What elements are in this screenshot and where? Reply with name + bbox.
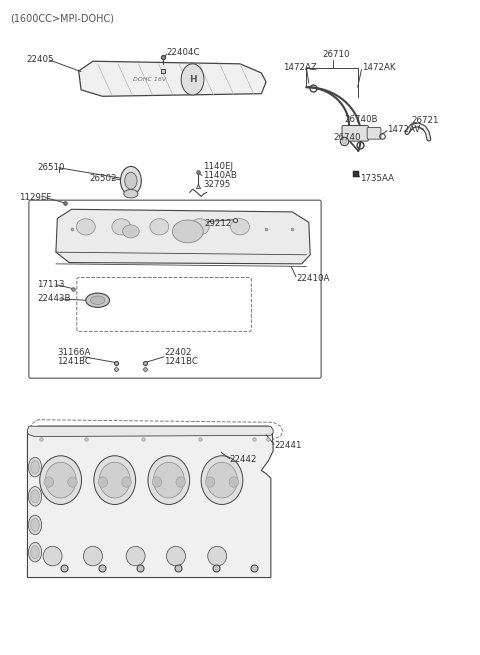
Text: 32795: 32795 bbox=[203, 180, 230, 189]
Ellipse shape bbox=[148, 456, 190, 504]
Ellipse shape bbox=[44, 477, 54, 487]
Ellipse shape bbox=[31, 546, 39, 559]
Ellipse shape bbox=[230, 219, 250, 235]
Ellipse shape bbox=[40, 456, 82, 504]
Ellipse shape bbox=[28, 487, 42, 506]
Ellipse shape bbox=[154, 462, 184, 498]
Circle shape bbox=[125, 172, 137, 189]
Ellipse shape bbox=[31, 490, 39, 503]
Text: 1241BC: 1241BC bbox=[164, 357, 198, 365]
Ellipse shape bbox=[91, 296, 105, 305]
Text: H: H bbox=[189, 75, 196, 84]
Ellipse shape bbox=[31, 460, 39, 474]
Text: 1472AK: 1472AK bbox=[362, 64, 396, 72]
Ellipse shape bbox=[31, 519, 39, 531]
Ellipse shape bbox=[190, 219, 209, 235]
Ellipse shape bbox=[176, 477, 185, 487]
Ellipse shape bbox=[124, 189, 138, 198]
Text: 26740: 26740 bbox=[333, 133, 360, 141]
Text: 29212: 29212 bbox=[204, 219, 232, 228]
Ellipse shape bbox=[99, 462, 130, 498]
Ellipse shape bbox=[68, 477, 77, 487]
Ellipse shape bbox=[43, 546, 62, 566]
Ellipse shape bbox=[167, 546, 185, 566]
Text: 22443B: 22443B bbox=[37, 295, 71, 303]
Ellipse shape bbox=[94, 456, 136, 504]
Ellipse shape bbox=[150, 219, 169, 235]
Polygon shape bbox=[27, 426, 273, 437]
Ellipse shape bbox=[86, 293, 109, 307]
Text: 1735AA: 1735AA bbox=[360, 174, 394, 183]
Ellipse shape bbox=[229, 477, 239, 487]
Text: (1600CC>MPI-DOHC): (1600CC>MPI-DOHC) bbox=[10, 13, 114, 24]
Text: 22442: 22442 bbox=[229, 455, 257, 464]
Ellipse shape bbox=[45, 462, 76, 498]
Text: 1140EJ: 1140EJ bbox=[203, 162, 233, 171]
Polygon shape bbox=[27, 426, 273, 578]
Text: 26710: 26710 bbox=[322, 50, 349, 59]
Ellipse shape bbox=[112, 219, 131, 235]
Circle shape bbox=[120, 166, 141, 195]
Text: 22405: 22405 bbox=[26, 56, 54, 64]
Polygon shape bbox=[56, 210, 310, 264]
Text: 31166A: 31166A bbox=[57, 348, 91, 357]
Text: 22410A: 22410A bbox=[296, 274, 329, 283]
Text: 26740B: 26740B bbox=[344, 115, 378, 124]
Ellipse shape bbox=[28, 457, 42, 477]
Ellipse shape bbox=[122, 225, 139, 238]
Text: DOHC 16V: DOHC 16V bbox=[133, 77, 167, 82]
FancyBboxPatch shape bbox=[367, 128, 381, 139]
Text: 1241BC: 1241BC bbox=[57, 357, 91, 365]
Text: 1472AZ: 1472AZ bbox=[283, 64, 316, 72]
Text: 22441: 22441 bbox=[274, 441, 301, 450]
Circle shape bbox=[181, 64, 204, 95]
Ellipse shape bbox=[28, 515, 42, 534]
Ellipse shape bbox=[201, 456, 243, 504]
Ellipse shape bbox=[122, 477, 132, 487]
Text: 22402: 22402 bbox=[164, 348, 192, 357]
Ellipse shape bbox=[172, 220, 203, 243]
Text: 1140AB: 1140AB bbox=[203, 171, 237, 180]
FancyBboxPatch shape bbox=[342, 126, 369, 141]
Text: 1472AV: 1472AV bbox=[387, 125, 420, 134]
Ellipse shape bbox=[205, 477, 215, 487]
Text: 22404C: 22404C bbox=[167, 48, 200, 56]
Text: 26502: 26502 bbox=[89, 174, 117, 183]
Text: 26721: 26721 bbox=[412, 117, 439, 126]
Text: 26510: 26510 bbox=[37, 163, 65, 172]
Text: 1129EF: 1129EF bbox=[19, 193, 52, 202]
Polygon shape bbox=[79, 61, 266, 96]
Ellipse shape bbox=[28, 542, 42, 562]
Text: 17113: 17113 bbox=[37, 280, 64, 289]
Ellipse shape bbox=[206, 462, 238, 498]
Ellipse shape bbox=[76, 219, 96, 235]
Ellipse shape bbox=[126, 546, 145, 566]
Ellipse shape bbox=[208, 546, 227, 566]
Ellipse shape bbox=[84, 546, 102, 566]
Ellipse shape bbox=[98, 477, 108, 487]
Ellipse shape bbox=[152, 477, 162, 487]
